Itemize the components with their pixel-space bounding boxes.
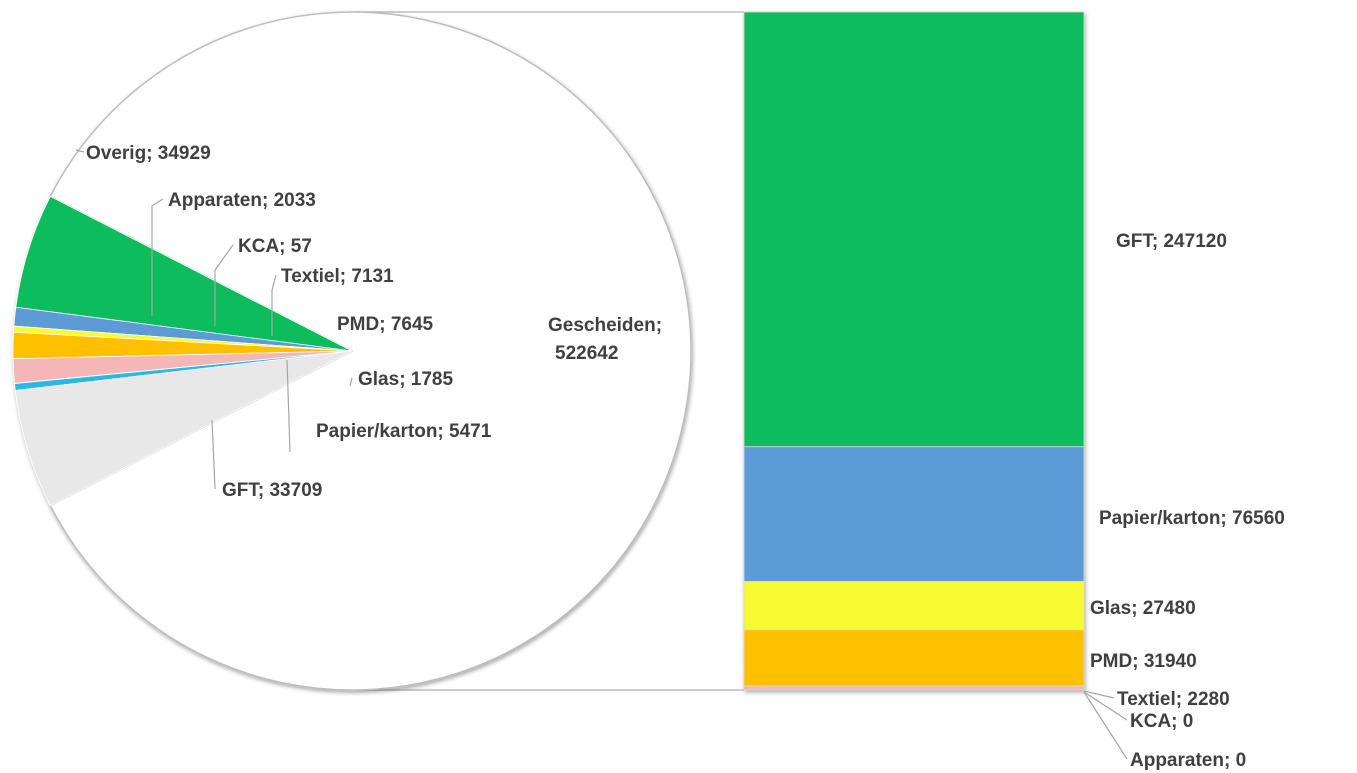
stacked-bar — [743, 11, 1085, 691]
pie-label-glas: Glas; 1785 — [358, 369, 453, 390]
bar-leader-kca — [1083, 691, 1128, 721]
pie-label-papier-karton: Papier/karton; 5471 — [316, 421, 492, 442]
pie-label-overig: Overig; 34929 — [86, 143, 211, 164]
pie-label-gft: GFT; 33709 — [222, 480, 322, 501]
bar-leader-apparaten — [1083, 691, 1128, 760]
bar-label-gft: GFT; 247120 — [1116, 231, 1227, 252]
pie-label-gescheiden-value: 522642 — [555, 343, 618, 364]
connector-lines — [356, 11, 744, 691]
pie-leader-overig — [75, 149, 85, 153]
bar-segment-papier-karton — [743, 446, 1085, 582]
bar-label-pmd: PMD; 31940 — [1090, 651, 1197, 672]
pie-slice-overig — [14, 350, 353, 507]
pie-leader-kca — [214, 244, 234, 326]
bar-segment-glas — [743, 581, 1085, 631]
data-labels: Gescheiden; 522642 GFT; 33709 Papier/karton… — [86, 143, 1285, 771]
pie-leader-gft — [211, 419, 216, 490]
bar-label-papier-karton: Papier/karton; 76560 — [1099, 508, 1285, 529]
pie-label-pmd: PMD; 7645 — [337, 314, 434, 335]
pie-label-apparaten: Apparaten; 2033 — [168, 190, 316, 211]
bar-label-textiel: Textiel; 2280 — [1117, 689, 1230, 710]
pie-leader-papier-karton — [286, 359, 291, 453]
pie — [12, 11, 692, 691]
pie-label-gescheiden-name: Gescheiden; — [548, 315, 662, 336]
pie-leader-textiel — [271, 274, 277, 336]
pie-leader-apparaten — [151, 198, 164, 316]
pie-leader-glas — [349, 377, 353, 387]
bar-segment-gft — [743, 11, 1085, 448]
pie-label-kca: KCA; 57 — [238, 236, 312, 257]
pie-slice-gescheiden — [49, 11, 692, 691]
leader-lines — [75, 149, 1128, 760]
bar-label-apparaten: Apparaten; 0 — [1130, 750, 1246, 771]
bar-leader-textiel — [1083, 690, 1115, 699]
bar-label-kca: KCA; 0 — [1130, 711, 1193, 732]
bar-label-glas: Glas; 27480 — [1090, 598, 1196, 619]
bar-segment-textiel — [743, 685, 1085, 691]
bar-segment-pmd — [743, 629, 1085, 687]
pie-label-textiel: Textiel; 7131 — [281, 266, 394, 287]
